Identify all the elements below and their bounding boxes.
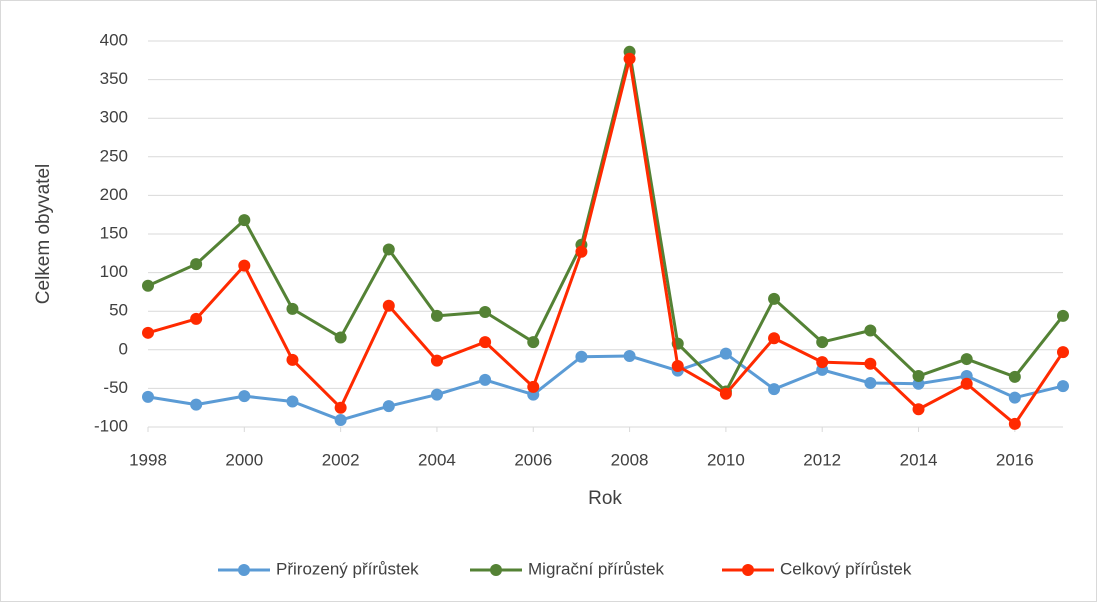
- data-point: [864, 357, 877, 370]
- data-point: [334, 401, 347, 414]
- data-point: [719, 347, 732, 360]
- data-point: [912, 403, 925, 416]
- data-point: [238, 214, 251, 227]
- data-point: [816, 356, 829, 369]
- x-axis-title: Rok: [588, 488, 622, 509]
- data-point: [1008, 391, 1021, 404]
- y-tick-label: 200: [100, 185, 128, 204]
- x-tick-label: 2002: [322, 450, 360, 469]
- x-tick-label: 2012: [803, 450, 841, 469]
- data-point: [768, 332, 781, 345]
- data-point: [142, 390, 154, 403]
- y-tick-label: 0: [119, 339, 128, 358]
- data-point: [864, 376, 877, 389]
- data-point: [286, 395, 299, 408]
- data-point: [575, 350, 588, 363]
- x-tick-label: 2004: [418, 450, 456, 469]
- data-point: [190, 312, 203, 325]
- legend-marker: [742, 564, 754, 576]
- y-tick-label: 150: [100, 223, 128, 242]
- y-tick-label: 350: [100, 69, 128, 88]
- data-point: [190, 398, 203, 411]
- data-point: [430, 309, 443, 322]
- y-tick-label: -50: [103, 378, 128, 397]
- x-tick-label: 2010: [707, 450, 745, 469]
- data-point: [238, 390, 251, 403]
- series-line: [147, 50, 1065, 393]
- x-tick-label: 2000: [225, 450, 263, 469]
- data-point: [719, 387, 732, 400]
- y-tick-label: 100: [100, 262, 128, 281]
- data-point: [575, 245, 588, 258]
- legend-label: Celkový přírůstek: [780, 559, 912, 578]
- data-point: [286, 302, 299, 315]
- data-point: [479, 305, 492, 318]
- y-tick-label: 250: [100, 146, 128, 165]
- y-axis-title: Celkem obyvatel: [33, 164, 54, 304]
- data-point: [1057, 346, 1069, 359]
- data-point: [623, 349, 636, 362]
- data-point: [334, 331, 347, 344]
- legend-marker: [238, 564, 250, 576]
- data-point: [816, 336, 829, 349]
- data-point: [382, 299, 395, 312]
- data-point: [527, 380, 540, 393]
- data-point: [382, 400, 395, 413]
- data-point: [1057, 309, 1069, 322]
- x-tick-label: 1998: [129, 450, 167, 469]
- data-point: [238, 259, 251, 272]
- series-line: [147, 57, 1065, 426]
- y-tick-label: 300: [100, 108, 128, 127]
- x-tick-label: 2008: [611, 450, 649, 469]
- data-point: [1008, 370, 1021, 383]
- data-point: [430, 354, 443, 367]
- data-point: [1008, 417, 1021, 430]
- data-point: [142, 326, 154, 339]
- data-point: [142, 279, 154, 292]
- data-point: [960, 353, 973, 366]
- data-point: [671, 360, 684, 373]
- data-point: [1057, 380, 1069, 393]
- legend-marker: [490, 564, 502, 576]
- x-tick-label: 2006: [514, 450, 552, 469]
- data-point: [190, 258, 203, 271]
- data-point: [623, 52, 636, 65]
- data-point: [430, 388, 443, 401]
- x-tick-label: 2014: [900, 450, 938, 469]
- data-point: [864, 324, 877, 337]
- data-point: [479, 336, 492, 349]
- data-point: [382, 243, 395, 256]
- data-point: [527, 336, 540, 349]
- legend-label: Migrační přírůstek: [528, 559, 665, 578]
- x-tick-label: 2016: [996, 450, 1034, 469]
- series-line: [147, 352, 1064, 422]
- data-point: [768, 292, 781, 305]
- y-tick-label: 400: [100, 30, 128, 49]
- data-point: [768, 383, 781, 396]
- data-point: [912, 370, 925, 383]
- y-tick-label: 50: [109, 301, 128, 320]
- legend-label: Přirozený přírůstek: [276, 559, 419, 578]
- data-point: [960, 377, 973, 390]
- data-point: [286, 353, 299, 366]
- data-point: [479, 373, 492, 386]
- y-tick-label: -100: [94, 416, 128, 435]
- data-point: [334, 414, 347, 427]
